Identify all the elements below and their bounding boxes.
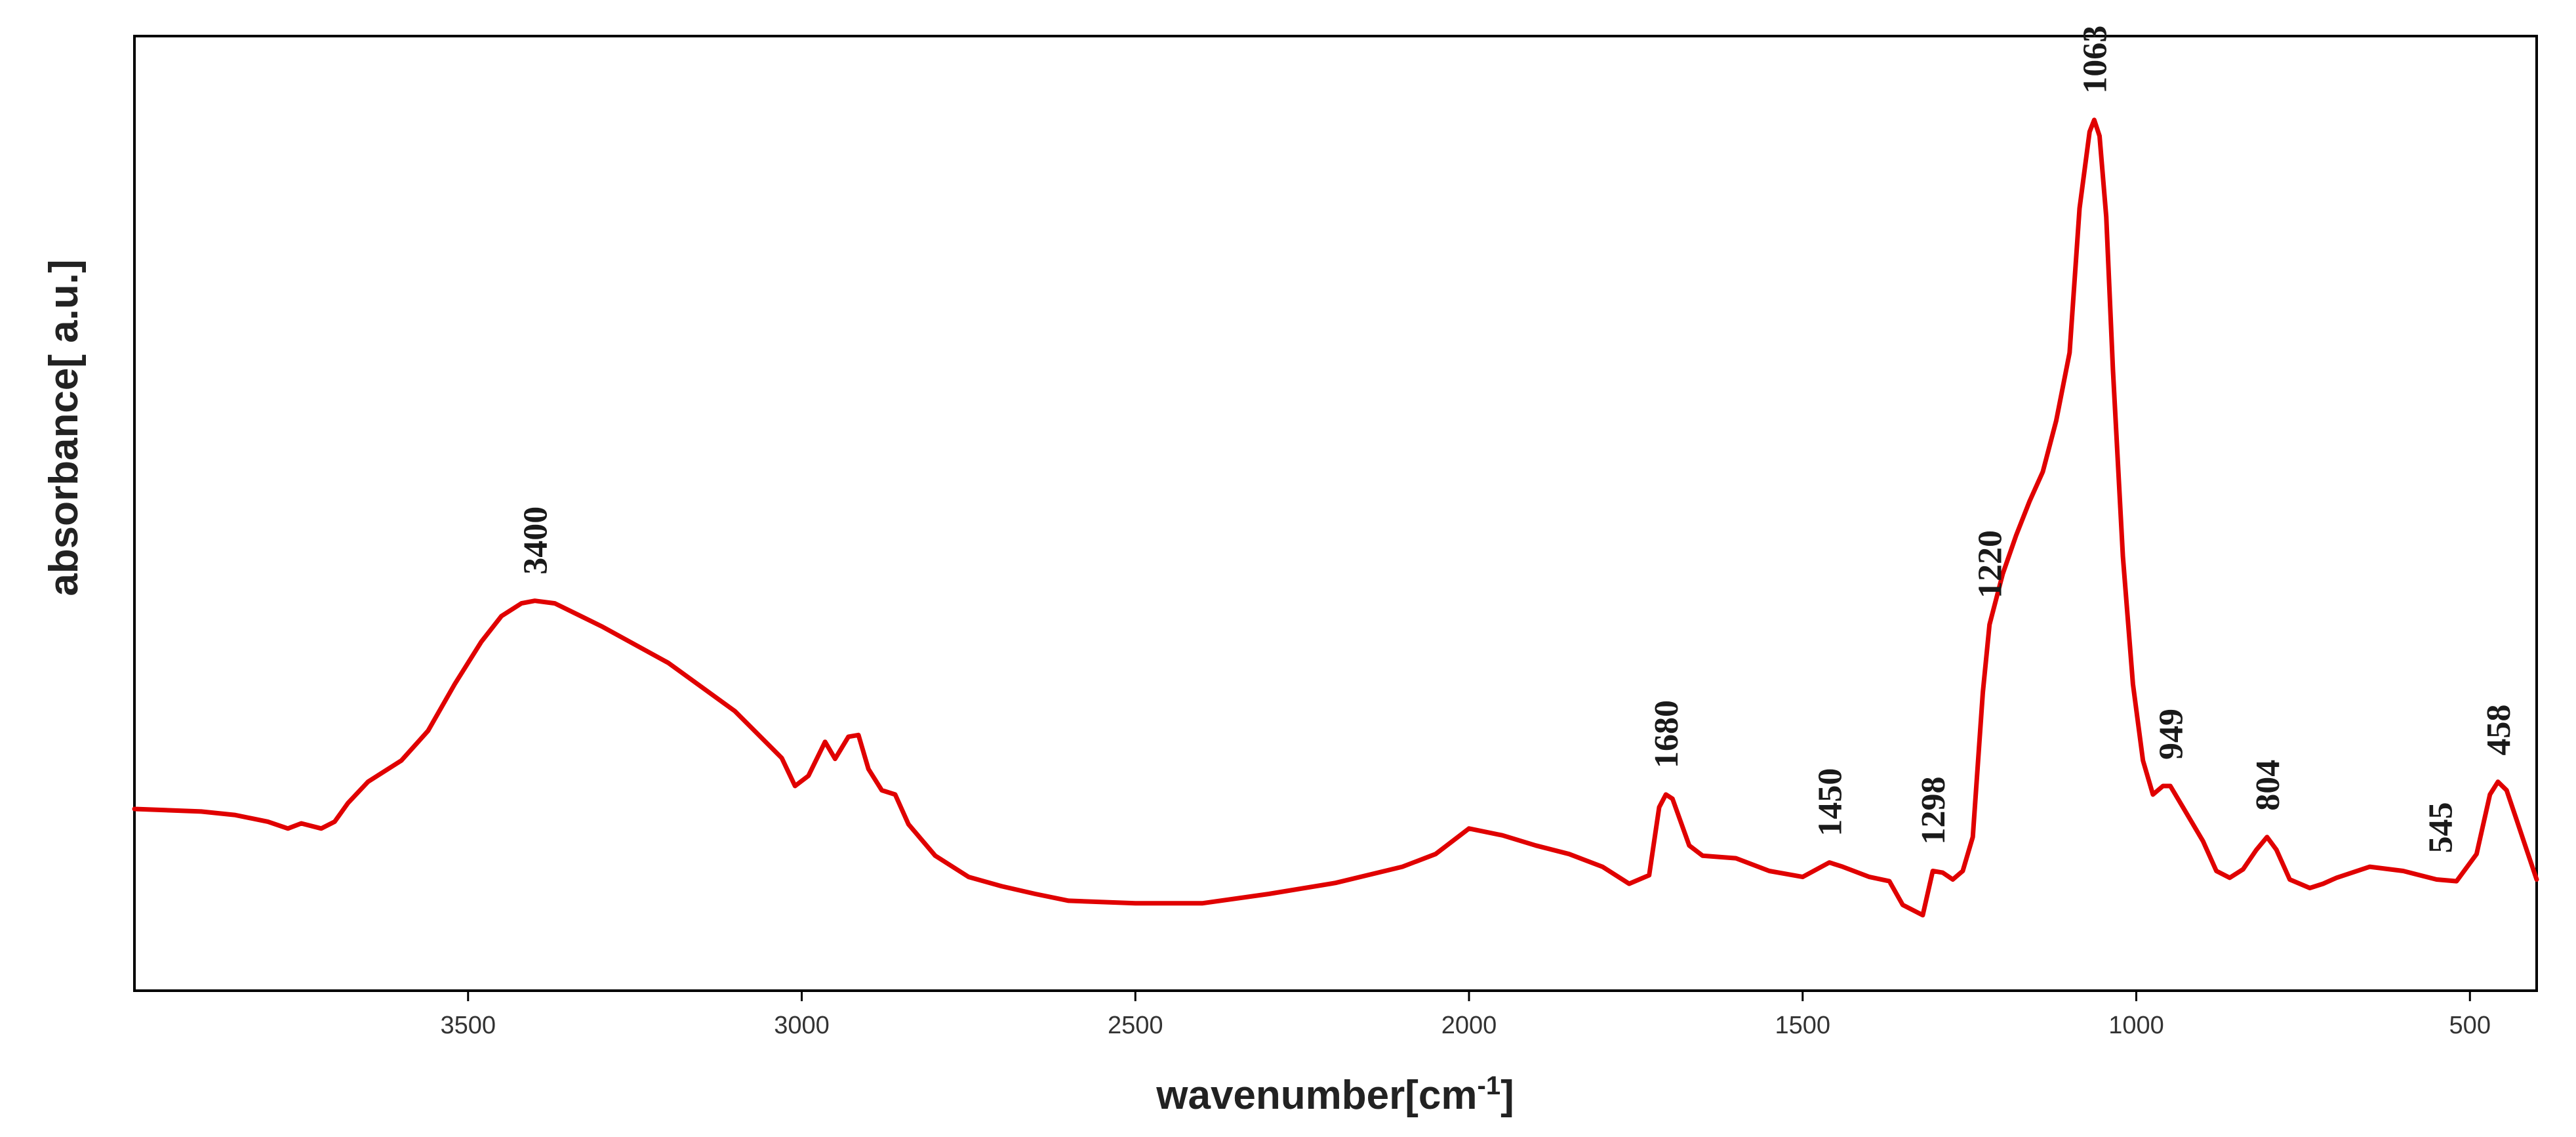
peak-label-1220: 1220 — [1972, 530, 2009, 598]
x-tick-label: 2500 — [1108, 1012, 1163, 1039]
x-tick-label: 1500 — [1775, 1012, 1830, 1039]
spectrum-line — [132, 117, 2539, 918]
y-axis-title: absorbance[ a.u.] — [41, 259, 87, 596]
peak-label-804: 804 — [2249, 760, 2287, 811]
peak-label-3400: 3400 — [517, 506, 555, 575]
peak-label-458: 458 — [2480, 705, 2518, 756]
peak-label-949: 949 — [2152, 709, 2190, 760]
peak-label-1450: 1450 — [1811, 768, 1849, 837]
peak-annotations: 3400 1680 1450 1298 1220 1063 949 804 545 458 — [517, 26, 2518, 854]
x-axis-title-main: wavenumber[cm — [1156, 1073, 1477, 1118]
x-tick-label: 2000 — [1441, 1012, 1497, 1039]
peak-label-545: 545 — [2422, 802, 2459, 854]
peak-label-1680: 1680 — [1648, 700, 1685, 768]
x-axis-ticks: 3500 3000 2500 2000 1500 1000 500 — [440, 991, 2491, 1039]
x-tick-label: 3500 — [440, 1012, 496, 1039]
x-tick-label: 1000 — [2108, 1012, 2164, 1039]
x-axis-title-end: ] — [1500, 1073, 1514, 1118]
x-tick-label: 3000 — [774, 1012, 830, 1039]
peak-label-1063: 1063 — [2076, 26, 2114, 94]
x-tick-label: 500 — [2449, 1012, 2491, 1039]
x-axis-title-sup: -1 — [1478, 1071, 1501, 1100]
plot-area — [132, 117, 2539, 918]
plot-frame — [133, 35, 2538, 992]
x-axis-title: wavenumber[cm-1] — [1156, 1071, 1514, 1118]
peak-label-1298: 1298 — [1915, 777, 1952, 845]
